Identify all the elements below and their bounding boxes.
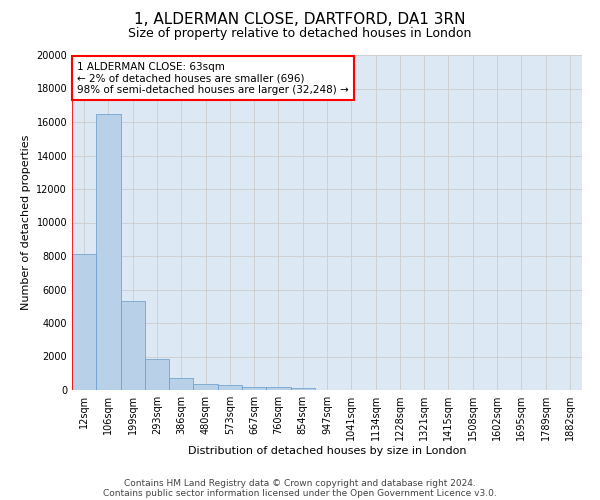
Text: 1 ALDERMAN CLOSE: 63sqm
← 2% of detached houses are smaller (696)
98% of semi-de: 1 ALDERMAN CLOSE: 63sqm ← 2% of detached… (77, 62, 349, 95)
Bar (266, 388, 290, 390)
Bar (242, 386, 266, 390)
Bar (193, 384, 218, 390)
Text: 1, ALDERMAN CLOSE, DARTFORD, DA1 3RN: 1, ALDERMAN CLOSE, DARTFORD, DA1 3RN (134, 12, 466, 28)
Text: Size of property relative to detached houses in London: Size of property relative to detached ho… (128, 28, 472, 40)
Bar (72, 254, 96, 390)
Bar (218, 386, 242, 390)
Bar (121, 301, 145, 390)
Text: Contains HM Land Registry data © Crown copyright and database right 2024.: Contains HM Land Registry data © Crown c… (124, 478, 476, 488)
Bar (96, 114, 121, 390)
Bar (169, 378, 193, 390)
Bar (290, 388, 315, 390)
Text: Contains public sector information licensed under the Open Government Licence v3: Contains public sector information licen… (103, 488, 497, 498)
Bar (145, 359, 169, 390)
X-axis label: Distribution of detached houses by size in London: Distribution of detached houses by size … (188, 446, 466, 456)
Y-axis label: Number of detached properties: Number of detached properties (21, 135, 31, 310)
